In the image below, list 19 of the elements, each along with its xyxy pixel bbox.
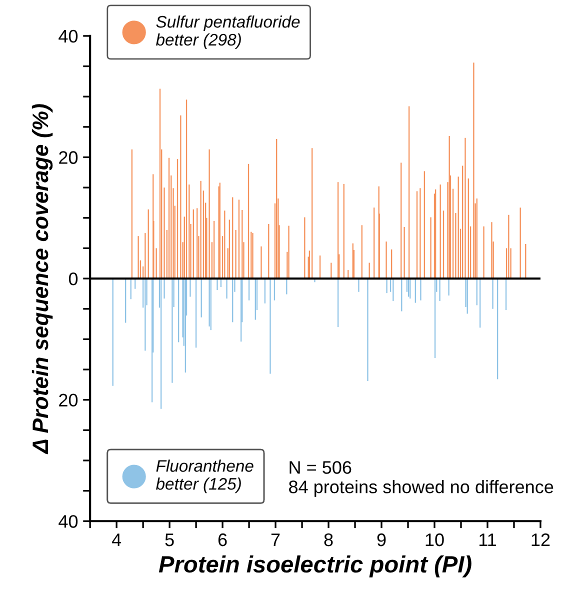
y-axis-title: Δ Protein sequence coverage (%) xyxy=(32,104,53,454)
annotation: N = 506 84 proteins showed no difference xyxy=(289,461,554,497)
x-tick-label: 11 xyxy=(479,534,496,546)
x-tick-label: 8 xyxy=(324,533,333,546)
x-axis-title: Protein isoelectric point (PI) xyxy=(158,555,472,578)
x-tick-label: 7 xyxy=(271,534,280,546)
x-tick-label: 9 xyxy=(377,533,386,546)
y-tick-label: 20 xyxy=(59,394,78,407)
x-tick-label: 12 xyxy=(532,533,550,546)
legend-label: Fluoranthene better (125) xyxy=(156,460,254,494)
y-tick-label: 0 xyxy=(68,272,78,286)
x-tick-label: 4 xyxy=(112,534,122,546)
x-tick-label: 10 xyxy=(426,533,444,546)
y-tick-label: 40 xyxy=(58,30,78,43)
y-tick-label: 20 xyxy=(59,151,78,164)
x-tick-label: 5 xyxy=(165,534,174,546)
legend-label: Sulfur pentafluoride better (298) xyxy=(156,15,300,49)
y-tick-label: 40 xyxy=(58,515,78,528)
x-tick-label: 6 xyxy=(218,533,227,546)
